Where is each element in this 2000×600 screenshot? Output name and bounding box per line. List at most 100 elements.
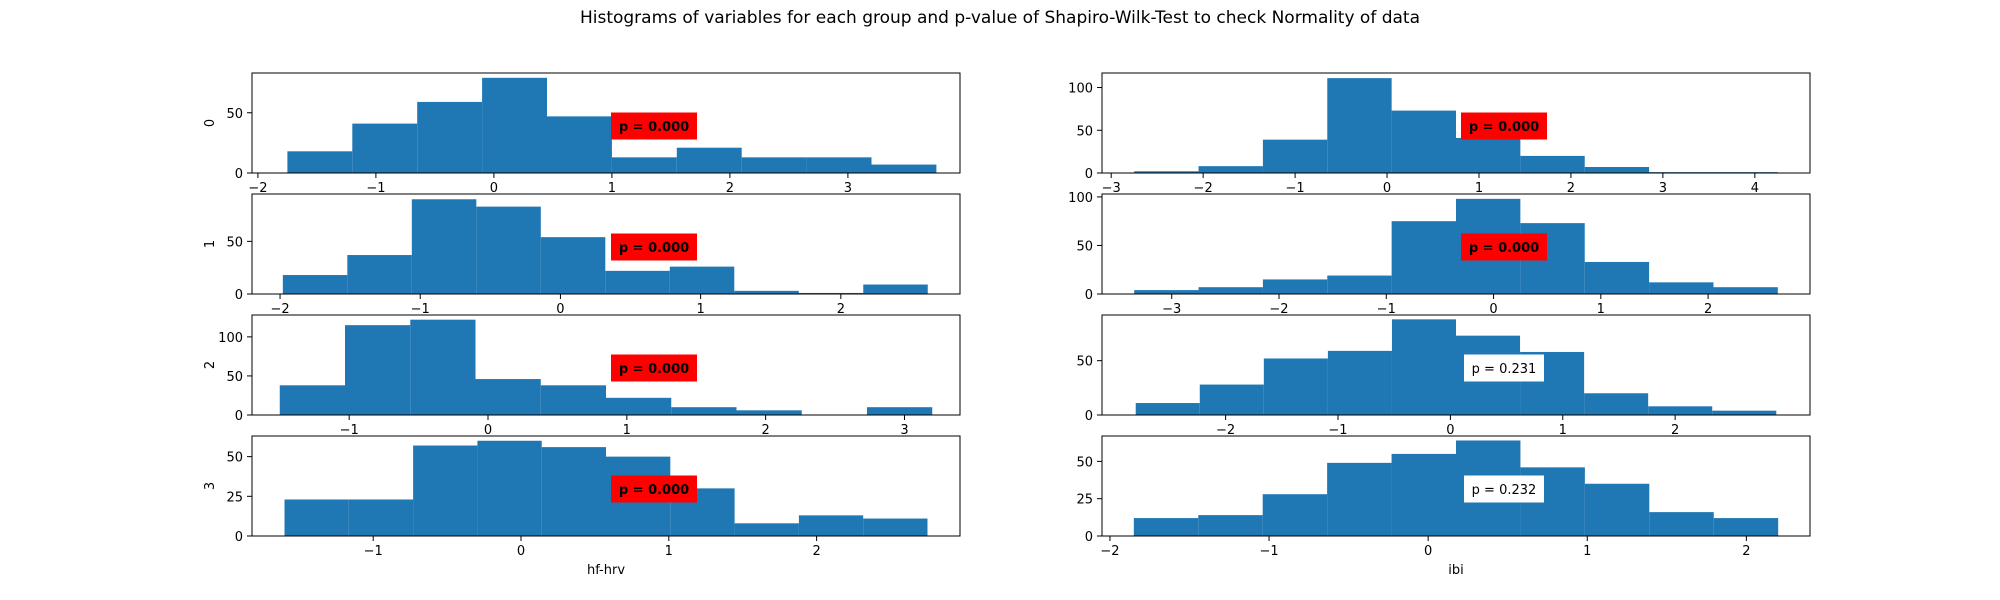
x-tick-label: −2: [248, 181, 267, 196]
y-tick-label: 50: [226, 235, 243, 250]
histogram-bar: [741, 157, 807, 173]
x-tick-label: 1: [623, 423, 631, 438]
histogram-bar: [863, 284, 928, 294]
y-tick-label: 0: [235, 288, 243, 303]
x-tick-label: −1: [411, 302, 430, 317]
p-value-label: p = 0.000: [619, 120, 689, 135]
x-tick-label: 2: [1671, 423, 1679, 438]
histogram-bar: [410, 319, 476, 415]
subplot-ibi-group-3: −2 −1 0 1 2 0 25 50 ibi p = 0.232: [1076, 435, 1811, 578]
histogram-bar: [1198, 287, 1263, 294]
figure-title: Histograms of variables for each group a…: [579, 8, 1421, 28]
y-tick-label: 100: [1068, 191, 1093, 206]
x-tick-label: 0: [517, 544, 525, 559]
histogram-bar: [671, 407, 737, 415]
histogram-bar: [866, 407, 933, 415]
x-tick-label: 3: [900, 423, 908, 438]
histogram-bar: [284, 499, 349, 536]
histogram-bar: [1584, 167, 1650, 173]
y-tick-label: 25: [226, 490, 243, 505]
x-tick-label: −2: [270, 302, 289, 317]
axes-frame: [1101, 314, 1811, 416]
p-value-box: [611, 112, 697, 140]
x-tick-label: 1: [1583, 544, 1591, 559]
histogram-bar: [806, 157, 872, 173]
axes-frame: [251, 72, 961, 174]
axes-frame: [1101, 72, 1811, 174]
x-axis-label: hf-hrv: [587, 563, 625, 578]
histogram-bar: [734, 290, 799, 294]
x-tick-label: 4: [1751, 181, 1759, 196]
histogram-bar: [1713, 518, 1779, 536]
y-tick-label: 50: [226, 370, 243, 385]
p-value-box: [1464, 475, 1544, 503]
x-tick-label: 1: [608, 181, 616, 196]
y-tick-label: 100: [218, 331, 243, 346]
histogram-bar: [540, 237, 606, 294]
p-value-box: [611, 354, 697, 382]
histogram-bar: [669, 266, 735, 294]
p-value-label: p = 0.000: [1469, 241, 1539, 256]
histogram-bar: [1391, 110, 1456, 173]
histogram-bar: [606, 397, 672, 415]
y-axis-label: 3: [203, 482, 218, 490]
p-value-box: [1464, 354, 1544, 382]
y-tick-label: 0: [1085, 530, 1093, 545]
histogram-bar: [348, 499, 414, 536]
histogram-bar: [413, 445, 478, 536]
y-axis-label: 0: [203, 119, 218, 127]
x-tick-label: 1: [696, 302, 704, 317]
p-value-box: [1461, 112, 1547, 140]
histogram-bar: [1263, 358, 1328, 415]
histogram-bar: [1134, 290, 1199, 294]
histogram-bar: [798, 292, 864, 294]
x-tick-label: −1: [1286, 181, 1305, 196]
histogram-bar: [1133, 518, 1199, 536]
p-value-label: p = 0.000: [1469, 120, 1539, 135]
histogram-bar: [863, 518, 928, 536]
histogram-bar: [798, 515, 864, 536]
y-axis-label: 2: [203, 361, 218, 369]
histogram-bar: [1712, 410, 1777, 415]
x-tick-label: 0: [1424, 544, 1432, 559]
histogram-bar: [676, 147, 742, 173]
histogram-bar: [482, 77, 547, 173]
histogram-bar: [1262, 139, 1328, 173]
subplot-hf-hrv-group-0: −2 −1 0 1 2 3 0 50 0 p = 0.000: [203, 72, 961, 196]
histogram-bar: [1198, 515, 1263, 536]
x-tick-label: −2: [1100, 544, 1119, 559]
subplot-ibi-group-1: −3 −2 −1 0 1 2 0 50 100 p = 0.000: [1068, 191, 1811, 317]
x-tick-label: −2: [1216, 423, 1235, 438]
histogram-bar: [347, 255, 412, 294]
histogram-bar: [477, 440, 542, 536]
x-tick-label: −2: [1194, 181, 1213, 196]
histogram-bar: [540, 385, 606, 415]
y-tick-label: 0: [1085, 167, 1093, 182]
histogram-bar: [1262, 279, 1328, 294]
histogram-bar: [1713, 287, 1778, 294]
histogram-bar: [1649, 282, 1714, 294]
histogram-bar: [1262, 494, 1328, 536]
x-tick-label: 2: [812, 544, 820, 559]
histogram-bar: [1199, 384, 1264, 415]
x-tick-label: −2: [1269, 302, 1288, 317]
histogram-bar: [547, 116, 612, 173]
histogram-bar: [736, 410, 802, 415]
y-tick-label: 0: [235, 530, 243, 545]
x-tick-label: 2: [762, 423, 770, 438]
histogram-bar: [1327, 275, 1392, 294]
histogram-bar: [411, 199, 477, 294]
x-tick-label: 2: [1704, 302, 1712, 317]
y-tick-label: 50: [1076, 239, 1093, 254]
y-tick-label: 50: [226, 451, 243, 466]
histogram-bar: [475, 379, 541, 415]
histogram-bar: [1327, 350, 1392, 415]
x-tick-label: 3: [844, 181, 852, 196]
histogram-bar: [1327, 78, 1392, 173]
histogram-bar: [1648, 406, 1713, 415]
x-tick-label: 1: [1597, 302, 1605, 317]
histogram-bar: [734, 523, 799, 536]
x-tick-label: 0: [484, 423, 492, 438]
subplot-hf-hrv-group-1: −2 −1 0 1 2 0 50 1 p = 0.000: [203, 193, 961, 317]
